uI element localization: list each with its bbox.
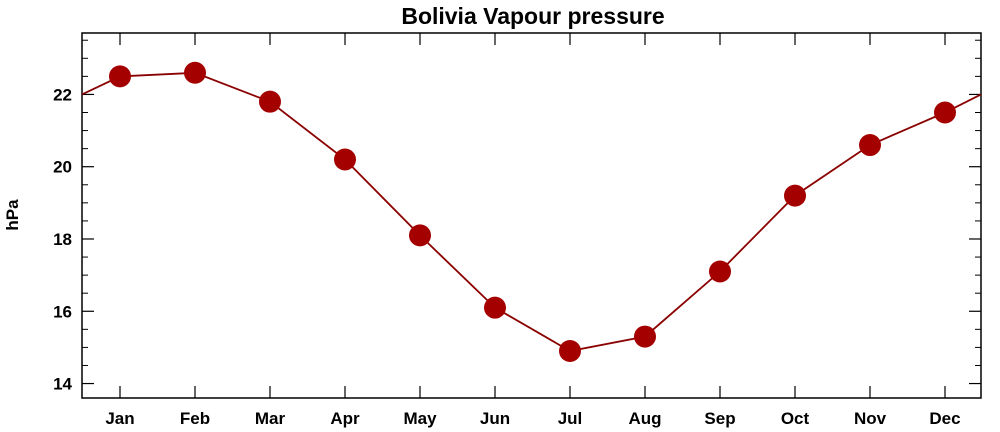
y-tick-label: 16 (53, 302, 72, 321)
data-point-sep (709, 260, 731, 283)
data-point-jul (559, 340, 581, 363)
data-point-mar (259, 90, 281, 113)
x-tick-label: Sep (704, 409, 735, 428)
data-point-dec (934, 101, 956, 124)
y-tick-label: 14 (53, 375, 72, 394)
y-axis-label: hPa (3, 199, 22, 231)
x-tick-label: Oct (781, 409, 810, 428)
x-tick-label: Apr (330, 409, 360, 428)
x-tick-label: Nov (854, 409, 887, 428)
y-tick-label: 18 (53, 230, 72, 249)
data-point-jun (484, 296, 506, 319)
y-tick-label: 22 (53, 85, 72, 104)
x-tick-label: Aug (628, 409, 661, 428)
data-point-apr (334, 148, 356, 171)
x-tick-label: Mar (255, 409, 286, 428)
series-line (81, 71, 982, 352)
x-tick-label: May (403, 409, 437, 428)
x-tick-label: Jun (480, 409, 510, 428)
series-layer (81, 61, 982, 363)
x-tick-label: Feb (180, 409, 210, 428)
data-point-nov (859, 134, 881, 157)
y-axis: 14 16 18 20 22 (53, 39, 981, 394)
data-point-jan (109, 65, 131, 88)
data-point-may (409, 224, 431, 247)
x-tick-label: Jul (558, 409, 583, 428)
plot-frame (81, 32, 982, 399)
y-tick-label: 20 (53, 158, 72, 177)
data-point-aug (634, 325, 656, 348)
x-tick-label: Dec (929, 409, 960, 428)
data-point-oct (784, 184, 806, 207)
x-tick-label: Jan (105, 409, 134, 428)
data-point-feb (184, 61, 206, 84)
x-axis: Jan Feb Mar Apr May Jun Jul Aug Sep Oct Nov Dec (105, 33, 961, 428)
chart-title: Bolivia Vapour pressure (401, 3, 664, 29)
